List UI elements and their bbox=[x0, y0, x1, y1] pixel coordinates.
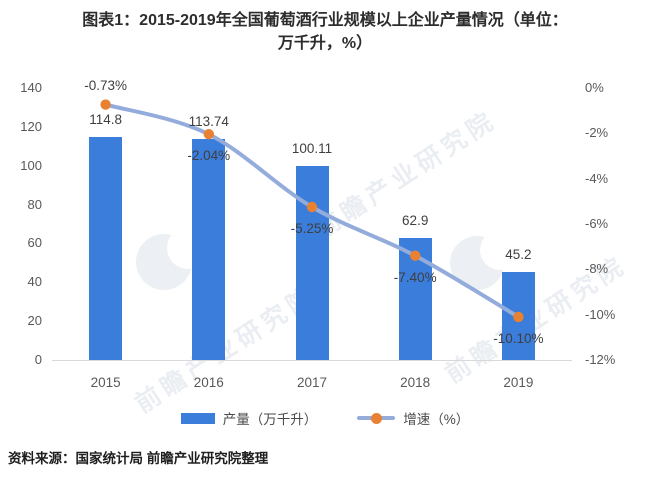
right-axis-tick: -2% bbox=[585, 125, 609, 141]
right-axis-tick: 0% bbox=[585, 80, 604, 95]
growth-value-label: -2.04% bbox=[187, 148, 231, 164]
line-series-swatch bbox=[357, 412, 396, 424]
left-axis-tick: 0 bbox=[34, 352, 42, 367]
x-axis-label: 2018 bbox=[400, 375, 431, 390]
x-axis-line bbox=[52, 360, 572, 361]
growth-point-marker bbox=[306, 201, 318, 213]
left-axis-tick: 120 bbox=[20, 118, 42, 134]
growth-value-label: -0.73% bbox=[84, 77, 127, 93]
growth-value-label: -10.10% bbox=[493, 330, 544, 346]
growth-value-label: -5.25% bbox=[290, 221, 334, 236]
growth-point-marker bbox=[203, 129, 214, 140]
bar-value-label: 100.11 bbox=[291, 140, 333, 156]
x-axis-label: 2017 bbox=[296, 375, 328, 390]
right-axis-tick: -10% bbox=[585, 306, 616, 322]
right-axis-tick: -4% bbox=[585, 170, 609, 186]
production-bar bbox=[89, 136, 123, 360]
legend-item-growth: 增速（%） bbox=[357, 408, 469, 428]
x-axis-label: 2016 bbox=[193, 375, 224, 390]
left-axis-tick: 60 bbox=[27, 235, 42, 251]
chart-title-line1: 图表1：2015-2019年全国葡萄酒行业规模以上企业产量情况（单位： bbox=[82, 12, 568, 29]
right-axis-tick: -12% bbox=[585, 352, 616, 367]
bar-value-label: 62.9 bbox=[402, 212, 429, 228]
x-axis-label: 2019 bbox=[503, 375, 534, 390]
source-note: 资料来源：国家统计局 前瞻产业研究院整理 bbox=[8, 451, 269, 466]
chart-title-line2: 万千升，%） bbox=[277, 35, 373, 52]
chart-title: 图表1：2015-2019年全国葡萄酒行业规模以上企业产量情况（单位： 万千升，… bbox=[8, 9, 642, 55]
legend: 产量（万千升） 增速（%） bbox=[0, 408, 650, 428]
left-axis-tick: 20 bbox=[27, 313, 42, 329]
legend-item-production: 产量（万千升） bbox=[180, 408, 318, 428]
growth-point-marker bbox=[100, 99, 111, 110]
production-bar bbox=[192, 139, 226, 360]
growth-point-marker bbox=[513, 311, 524, 323]
left-axis-tick: 140 bbox=[20, 80, 42, 95]
bar-series-swatch bbox=[180, 412, 215, 424]
left-axis-tick: 80 bbox=[27, 196, 42, 212]
x-axis-label: 2015 bbox=[90, 375, 121, 390]
right-axis-tick: -8% bbox=[585, 261, 609, 277]
left-axis-tick: 40 bbox=[27, 274, 42, 290]
right-axis-tick: -6% bbox=[585, 216, 609, 231]
line-swatch-marker-icon bbox=[371, 412, 383, 424]
bar-value-label: 45.2 bbox=[505, 247, 532, 263]
growth-point-marker bbox=[410, 250, 421, 261]
bar-value-label: 114.8 bbox=[89, 111, 122, 127]
left-axis-tick: 100 bbox=[20, 157, 42, 173]
legend-label-growth: 增速（%） bbox=[403, 412, 470, 427]
bar-value-label: 113.74 bbox=[188, 114, 229, 130]
legend-label-production: 产量（万千升） bbox=[222, 412, 318, 427]
growth-value-label: -7.40% bbox=[393, 269, 437, 285]
